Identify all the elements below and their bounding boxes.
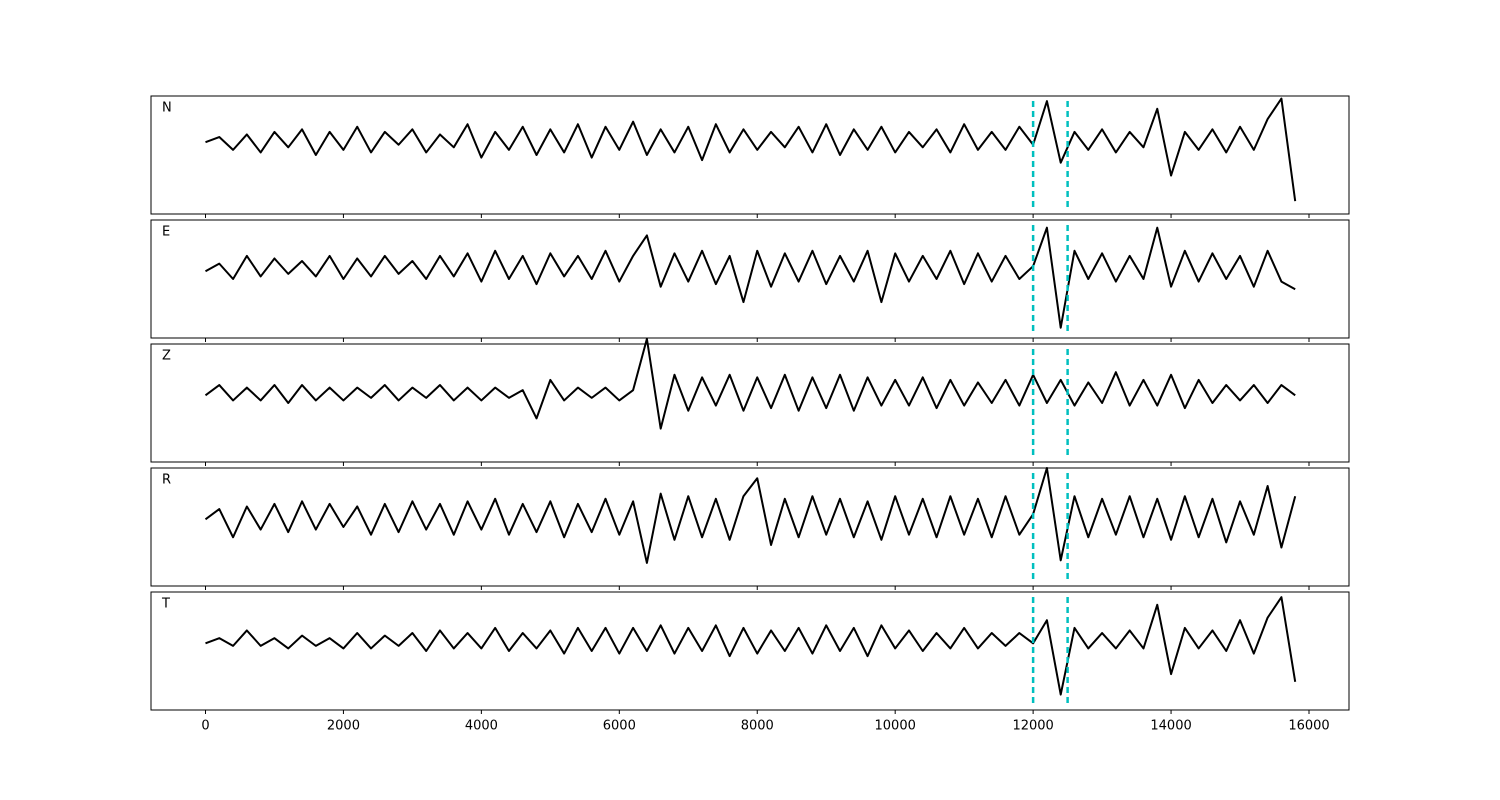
trace [205, 596, 1297, 696]
trace [204, 467, 1297, 564]
x-tick-label: 6000 [603, 719, 636, 734]
panel-label: Z [162, 349, 171, 364]
x-tick-label: 16000 [1288, 719, 1329, 734]
x-tick-label: 12000 [1012, 719, 1053, 734]
x-tick-label: 14000 [1150, 719, 1191, 734]
x-tick-label: 10000 [875, 719, 916, 734]
panel-label: E [162, 225, 170, 240]
trace [205, 97, 1297, 202]
panel-label: N [162, 101, 172, 116]
x-tick-label: 4000 [465, 719, 498, 734]
panel-frame [150, 467, 1350, 587]
panel-frame [150, 343, 1350, 463]
panel-frame [150, 591, 1350, 711]
panel-label: R [162, 473, 171, 488]
x-tick-label: 2000 [327, 719, 360, 734]
panel-frame [150, 95, 1350, 215]
panel-label: T [161, 597, 170, 612]
x-tick-label: 8000 [741, 719, 774, 734]
trace [205, 226, 1296, 329]
x-tick-label: 0 [201, 719, 209, 734]
trace [204, 337, 1296, 430]
panel-frame [150, 219, 1350, 339]
